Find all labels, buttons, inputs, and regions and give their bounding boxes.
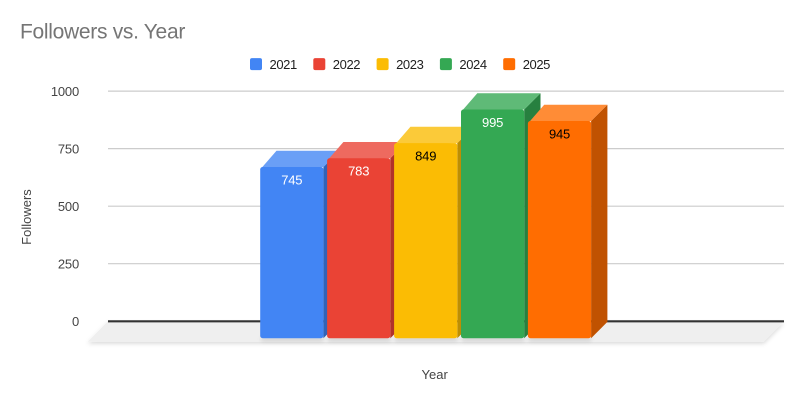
svg-text:2022: 2022 — [333, 57, 360, 72]
svg-text:Followers: Followers — [19, 189, 34, 245]
svg-text:1000: 1000 — [51, 84, 79, 99]
svg-text:250: 250 — [58, 256, 79, 271]
svg-text:Year: Year — [422, 367, 449, 382]
svg-text:Followers vs. Year: Followers vs. Year — [20, 21, 185, 44]
svg-text:945: 945 — [549, 126, 570, 141]
svg-text:0: 0 — [72, 314, 79, 329]
svg-text:500: 500 — [58, 199, 79, 214]
svg-text:750: 750 — [58, 141, 79, 156]
svg-text:2025: 2025 — [523, 57, 550, 72]
svg-text:745: 745 — [281, 172, 302, 187]
svg-text:995: 995 — [482, 115, 503, 130]
svg-text:2021: 2021 — [270, 57, 297, 72]
svg-text:849: 849 — [415, 149, 436, 164]
svg-text:2024: 2024 — [459, 57, 486, 72]
svg-text:783: 783 — [348, 164, 369, 179]
svg-text:2023: 2023 — [396, 57, 423, 72]
